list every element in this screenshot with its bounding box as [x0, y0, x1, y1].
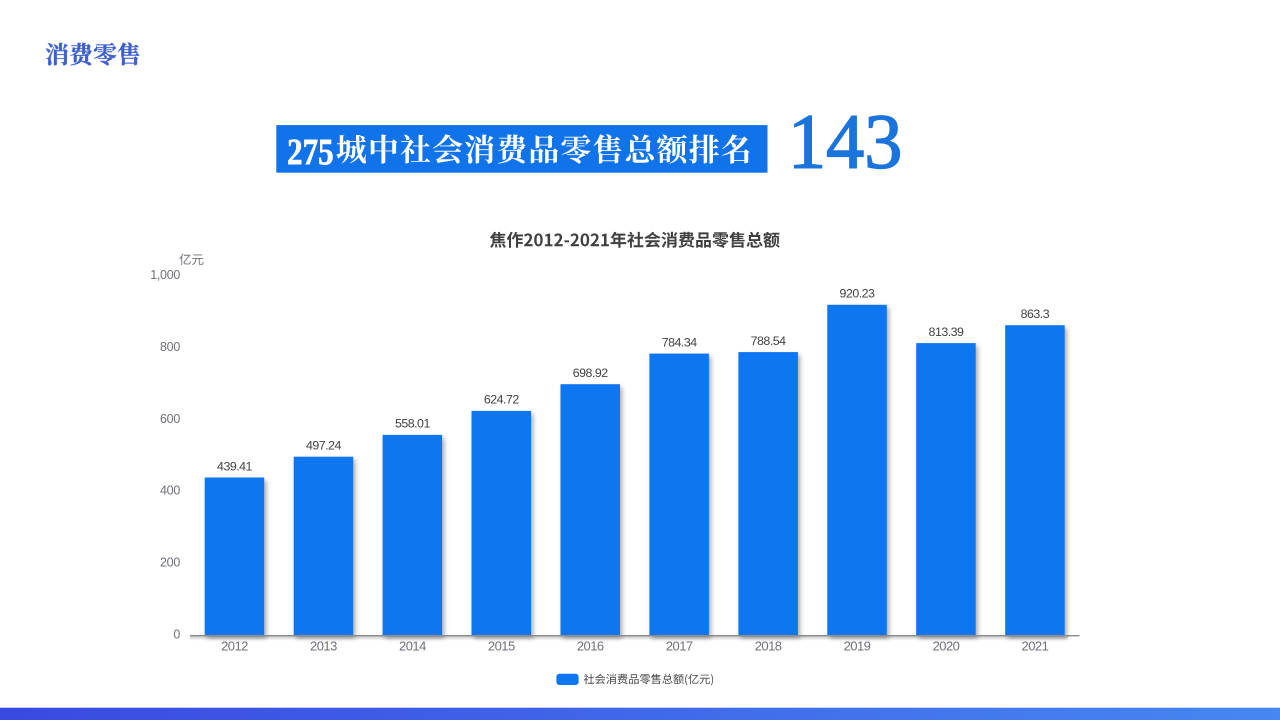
svg-text:497.24: 497.24	[306, 439, 342, 453]
svg-text:1,000: 1,000	[150, 268, 180, 282]
svg-text:0: 0	[173, 627, 180, 641]
svg-text:2020: 2020	[933, 639, 960, 654]
svg-text:2012: 2012	[221, 639, 248, 654]
svg-text:2015: 2015	[488, 639, 515, 654]
svg-text:2016: 2016	[577, 639, 604, 654]
svg-text:920.23: 920.23	[840, 287, 876, 301]
svg-text:439.41: 439.41	[217, 459, 253, 473]
svg-text:813.39: 813.39	[929, 325, 965, 339]
svg-text:800: 800	[160, 340, 180, 354]
svg-text:200: 200	[160, 556, 180, 570]
svg-text:784.34: 784.34	[662, 335, 698, 349]
svg-text:2013: 2013	[310, 639, 337, 654]
svg-text:2017: 2017	[666, 639, 693, 654]
svg-text:2014: 2014	[399, 639, 426, 654]
svg-text:863.3: 863.3	[1021, 307, 1050, 321]
svg-text:400: 400	[160, 484, 180, 498]
svg-text:2021: 2021	[1022, 639, 1049, 654]
svg-text:624.72: 624.72	[484, 393, 520, 407]
svg-text:2018: 2018	[755, 639, 782, 654]
svg-text:558.01: 558.01	[395, 417, 431, 431]
svg-text:2019: 2019	[844, 639, 871, 654]
svg-text:600: 600	[160, 412, 180, 426]
svg-text:698.92: 698.92	[573, 366, 609, 380]
svg-text:788.54: 788.54	[751, 334, 787, 348]
